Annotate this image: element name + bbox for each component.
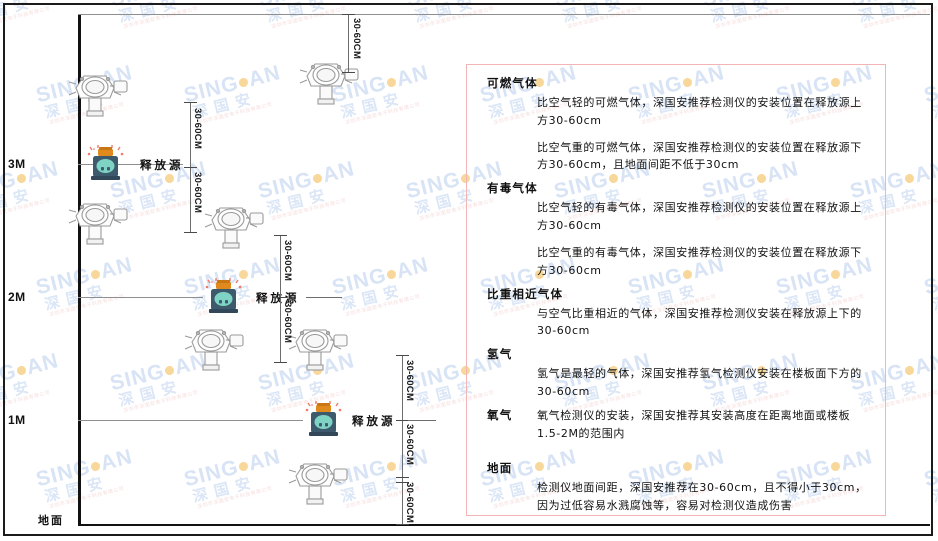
section-body: 比空气轻的有毒气体，深国安推荐检测仪的安装位置在释放源上方30-60cm 比空气… <box>537 199 873 279</box>
detector-below-1m <box>282 452 356 508</box>
section-body: 检测仪地面间距，深国安推荐在30-60cm，且不得小于30cm，因为过低容易水溅… <box>537 479 873 515</box>
section-paragraph: 氢气是最轻的气体，深国安推荐氢气检测仪安装在楼板面下方的30-60cm <box>537 367 862 398</box>
dimension-label-upper-left-bottom: 30-60CM <box>192 172 203 214</box>
dim-tick <box>274 362 287 363</box>
dimension-label-middle-top: 30-60CM <box>282 240 293 282</box>
dim-tick <box>184 232 197 233</box>
dim-tick <box>184 167 197 168</box>
dim-tick <box>342 14 355 15</box>
release-source-label-1m: 释放源 <box>352 414 396 428</box>
dim-tick <box>396 477 409 478</box>
panel-section-oxygen: 氧气 氧气检测仪的安装，深国安推荐其安装高度在距离地面或楼板1.5-2M的范围内 <box>479 407 873 443</box>
panel-section-flammable-gas: 可燃气体 比空气轻的可燃气体，深国安推荐检测仪的安装位置在释放源上方30-60c… <box>479 75 873 174</box>
detector-right-of-2m <box>282 318 356 374</box>
section-paragraph: 比空气重的有毒气体，深国安推荐检测仪的安装位置在释放源下方30-60cm <box>537 245 862 277</box>
axis-label-3m: 3M <box>8 157 26 171</box>
leader-line-1m <box>408 420 436 421</box>
section-title: 地面 <box>487 461 513 476</box>
dimension-chain-top-right <box>342 14 355 73</box>
section-paragraph: 比空气轻的可燃气体，深国安推荐检测仪的安装位置在释放源上方30-60cm <box>537 96 862 127</box>
section-paragraph: 比空气轻的有毒气体，深国安推荐检测仪的安装位置在释放源上方30-60cm <box>537 201 862 233</box>
section-paragraph: 检测仪地面间距，深国安推荐在30-60cm，且不得小于30cm，因为过低容易水溅… <box>537 481 867 513</box>
dim-tick <box>396 420 409 421</box>
dimension-label-upper-left-top: 30-60CM <box>192 108 203 150</box>
section-title: 氢气 <box>487 347 513 362</box>
dimension-label-lower-right-mid: 30-60CM <box>404 424 415 466</box>
panel-section-hydrogen: 氢气 氢气是最轻的气体，深国安推荐氢气检测仪安装在楼板面下方的30-60cm <box>479 346 873 401</box>
release-source-label-3m: 释放源 <box>140 158 184 172</box>
leader-line-2m <box>306 297 342 298</box>
dim-tick <box>396 482 409 483</box>
dim-tick <box>396 355 409 356</box>
axis-label-2m: 2M <box>8 290 26 304</box>
ground-line <box>78 524 930 526</box>
section-body: 氢气是最轻的气体，深国安推荐氢气检测仪安装在楼板面下方的30-60cm <box>537 365 873 401</box>
panel-section-similar-density-gas: 比重相近气体 与空气比重相近的气体，深国安推荐检测仪安装在释放源上下的30-60… <box>479 286 873 341</box>
dimension-label-top-right: 30-60CM <box>351 18 362 60</box>
dim-tick <box>274 297 287 298</box>
level-line-2m <box>78 297 203 298</box>
vertical-axis <box>78 14 81 524</box>
section-body: 比空气轻的可燃气体，深国安推荐检测仪的安装位置在释放源上方30-60cm 比空气… <box>537 94 873 174</box>
panel-section-ground: 地面 检测仪地面间距，深国安推荐在30-60cm，且不得小于30cm，因为过低容… <box>479 460 873 515</box>
dimension-label-lower-right-top: 30-60CM <box>404 360 415 402</box>
dim-tick <box>274 235 287 236</box>
dimension-chain-middle <box>274 235 287 363</box>
level-line-1m <box>78 420 303 421</box>
panel-section-toxic-gas: 有毒气体 比空气轻的有毒气体，深国安推荐检测仪的安装位置在释放源上方30-60c… <box>479 180 873 279</box>
ground-label: 地面 <box>38 514 64 527</box>
release-source-label-2m: 释放源 <box>256 291 300 305</box>
section-paragraph: 与空气比重相近的气体，深国安推荐检测仪安装在释放源上下的30-60cm <box>537 306 862 338</box>
section-body: 与空气比重相近的气体，深国安推荐检测仪安装在释放源上下的30-60cm <box>537 305 873 341</box>
specification-panel: 可燃气体 比空气轻的可燃气体，深国安推荐检测仪的安装位置在释放源上方30-60c… <box>466 64 886 516</box>
axis-label-1m: 1M <box>8 413 26 427</box>
section-title: 可燃气体 <box>487 76 538 90</box>
section-title: 有毒气体 <box>487 181 538 196</box>
release-source-2m <box>200 278 248 316</box>
release-source-1m <box>300 401 348 439</box>
ceiling-line <box>78 14 930 15</box>
section-paragraph: 比空气重的可燃气体，深国安推荐检测仪的安装位置在释放源下方30-60cm，且地面… <box>537 140 862 172</box>
dim-tick <box>396 524 409 525</box>
dimension-label-lower-right-bottom: 30-60CM <box>404 482 415 524</box>
section-title: 氧气 <box>487 407 513 422</box>
dimension-chain-lower-right <box>396 355 409 525</box>
level-line-3m <box>78 164 183 165</box>
dimension-chain-upper-left <box>184 102 197 233</box>
detector-mid-right <box>198 196 272 252</box>
section-body: 氧气检测仪的安装，深国安推荐其安装高度在距离地面或楼板1.5-2M的范围内 <box>537 407 873 443</box>
detector-below-2m <box>178 318 252 374</box>
section-paragraph: 氧气检测仪的安装，深国安推荐其安装高度在距离地面或楼板1.5-2M的范围内 <box>537 408 851 440</box>
detector-top-right <box>293 52 367 108</box>
release-source-3m <box>82 145 130 183</box>
dim-tick <box>342 72 355 73</box>
section-title: 比重相近气体 <box>487 286 564 301</box>
detector-above-3m <box>62 64 136 120</box>
dim-tick <box>184 102 197 103</box>
detector-below-3m <box>62 192 136 248</box>
dimension-label-middle-bottom: 30-60CM <box>282 302 293 344</box>
